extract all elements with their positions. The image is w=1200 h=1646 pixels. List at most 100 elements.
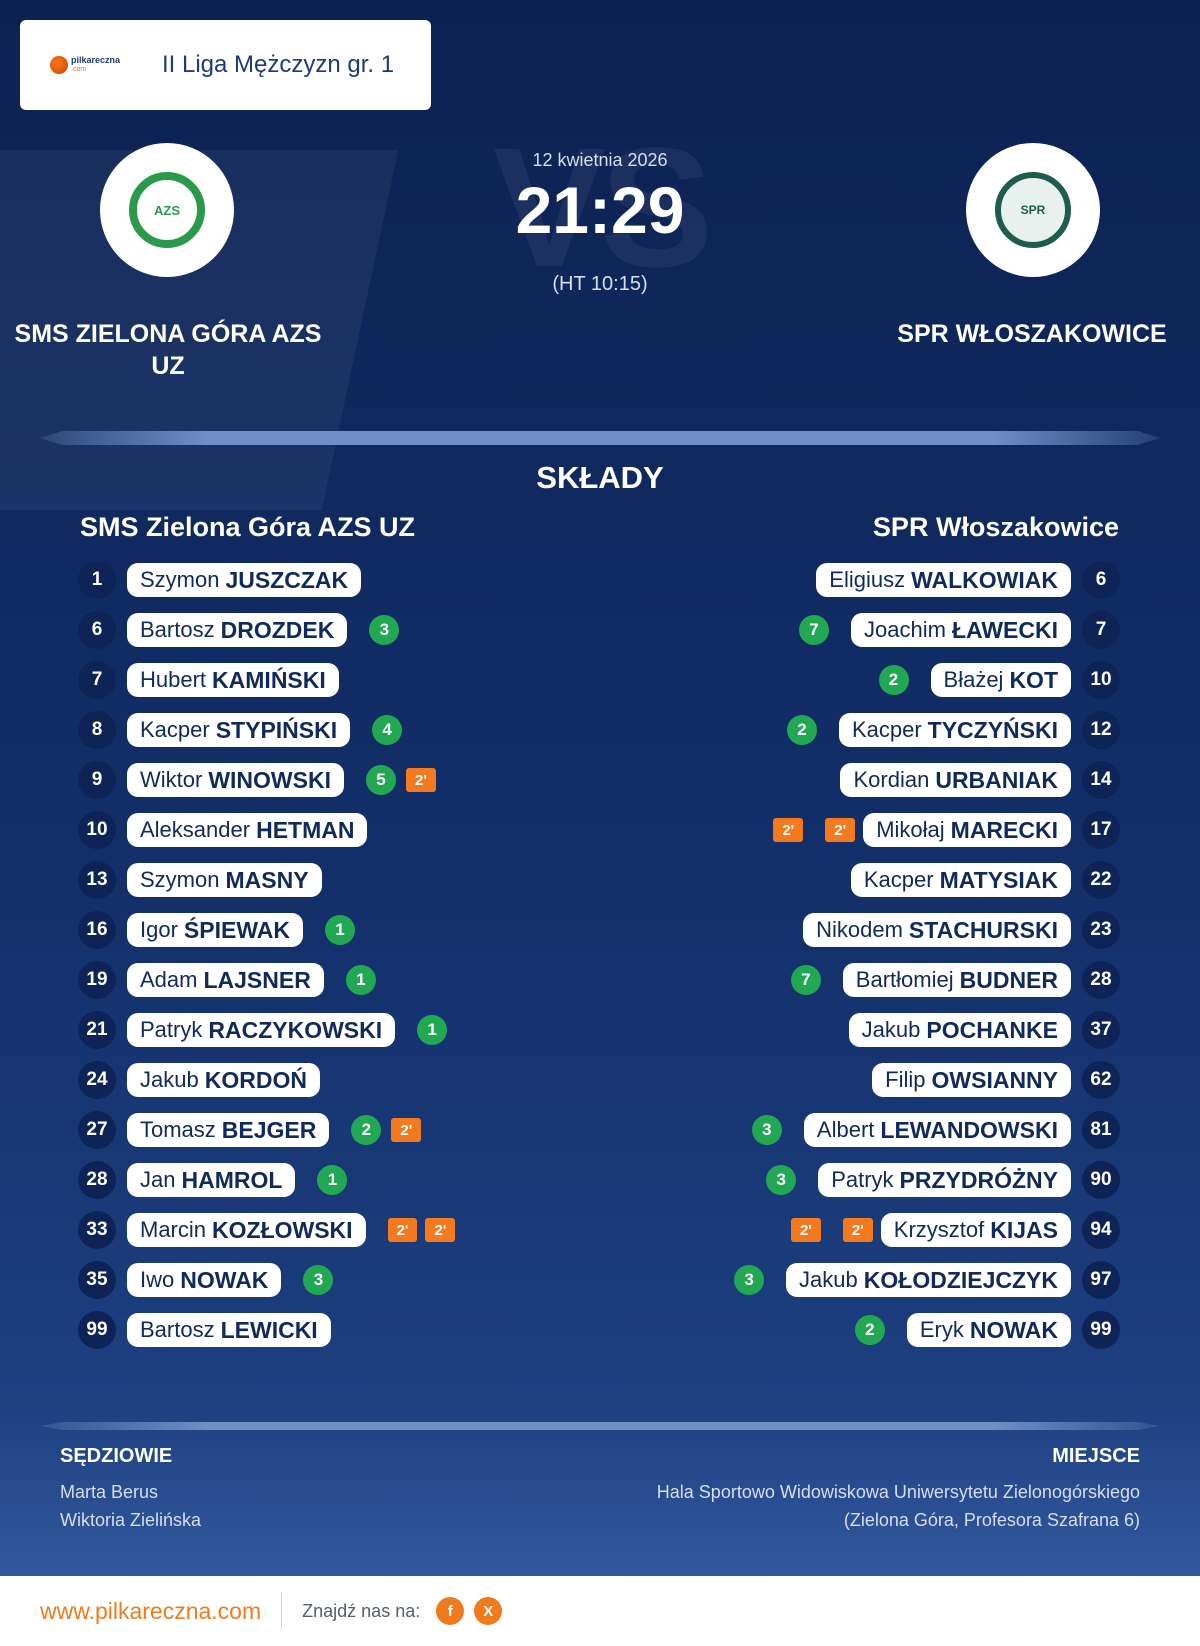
- player-first-name: Bartłomiej: [855, 967, 954, 992]
- player-last-name: OWSIANNY: [931, 1066, 1059, 1093]
- player-row: 7 Joachim ŁAWECKI 7: [560, 605, 1120, 655]
- away-lineup-title: SPR Włoszakowice: [872, 512, 1119, 542]
- player-last-name: TYCZYŃSKI: [927, 716, 1058, 743]
- player-last-name: HETMAN: [256, 816, 355, 843]
- player-name: Bartłomiej BUDNER: [842, 963, 1071, 997]
- goals-badge: 7: [799, 615, 830, 645]
- player-name: Jan HAMROL: [127, 1163, 296, 1197]
- referee-name: Marta Berus: [60, 1482, 159, 1502]
- home-lineup-title: SMS Zielona Góra AZS UZ: [80, 512, 416, 542]
- halftime-score: (HT 10:15): [552, 273, 648, 295]
- venue-address: (Zielona Góra, Profesora Szafrana 6): [843, 1510, 1140, 1530]
- player-number: 19: [78, 961, 116, 999]
- player-last-name: WINOWSKI: [208, 766, 331, 793]
- player-last-name: KOT: [1009, 666, 1058, 693]
- player-number: 33: [78, 1211, 116, 1249]
- player-last-name: NOWAK: [969, 1316, 1058, 1343]
- logo-suffix: .com: [71, 66, 87, 73]
- player-row: 2' 2' Mikołaj MARECKI 17: [560, 805, 1120, 855]
- player-first-name: Albert: [816, 1117, 875, 1142]
- player-first-name: Patryk: [831, 1167, 894, 1192]
- x-icon[interactable]: X: [474, 1597, 503, 1625]
- logo-name: pilkareczna: [71, 55, 121, 65]
- goals-badge: 2: [854, 1315, 885, 1345]
- player-name: Hubert KAMIŃSKI: [127, 663, 339, 697]
- goals-badge: 2: [878, 665, 909, 695]
- match-score: 21:29: [515, 173, 685, 247]
- facebook-icon[interactable]: f: [436, 1597, 465, 1625]
- player-name: Kacper TYCZYŃSKI: [838, 713, 1071, 747]
- player-name: Mikołaj MARECKI: [863, 813, 1071, 847]
- player-row: 2 Kacper TYCZYŃSKI 12: [560, 705, 1120, 755]
- player-row: 3 Albert LEWANDOWSKI 81: [560, 1105, 1120, 1155]
- player-name: Tomasz BEJGER: [127, 1113, 330, 1147]
- handball-icon: [50, 56, 68, 74]
- player-number: 7: [1082, 611, 1120, 649]
- site-logo[interactable]: pilkareczna .com: [50, 56, 140, 74]
- player-last-name: KOŁODZIEJCZYK: [863, 1266, 1058, 1293]
- player-name: Jakub KORDOŃ: [127, 1063, 320, 1097]
- player-number: 1: [78, 561, 116, 599]
- player-last-name: LAJSNER: [203, 966, 311, 993]
- player-row: 27 Tomasz BEJGER 2 2': [78, 1105, 638, 1155]
- goals-badge: 2: [786, 715, 817, 745]
- lineups-title: SKŁADY: [536, 460, 664, 495]
- player-row: 8 Kacper STYPIŃSKI 4: [78, 705, 638, 755]
- player-number: 12: [1082, 711, 1120, 749]
- league-title: II Liga Mężczyzn gr. 1: [162, 51, 395, 78]
- player-number: 13: [78, 861, 116, 899]
- player-last-name: URBANIAK: [935, 766, 1058, 793]
- player-name: Błażej KOT: [930, 663, 1071, 697]
- player-last-name: ŚPIEWAK: [183, 916, 290, 943]
- player-row: 10 Aleksander HETMAN: [78, 805, 638, 855]
- referees-label: SĘDZIOWIE: [60, 1445, 173, 1467]
- player-number: 81: [1082, 1111, 1120, 1149]
- site-link[interactable]: www.pilkareczna.com: [40, 1597, 262, 1624]
- goals-badge: 2: [351, 1115, 382, 1145]
- player-number: 27: [78, 1111, 116, 1149]
- player-name: Kacper MATYSIAK: [850, 863, 1071, 897]
- player-name: Joachim ŁAWECKI: [851, 613, 1071, 647]
- player-first-name: Patryk: [140, 1017, 203, 1042]
- player-row: 24 Jakub KORDOŃ: [78, 1055, 638, 1105]
- goals-badge: 3: [734, 1265, 765, 1295]
- player-row: 99 Bartosz LEWICKI: [78, 1305, 638, 1355]
- player-last-name: BEJGER: [221, 1116, 317, 1143]
- player-last-name: KOZŁOWSKI: [212, 1216, 353, 1243]
- player-first-name: Kordian: [853, 767, 930, 792]
- away-team-name: SPR WŁOSZAKOWICE: [897, 320, 1167, 348]
- player-row: 16 Igor ŚPIEWAK 1: [78, 905, 638, 955]
- player-first-name: Szymon: [140, 567, 220, 592]
- player-row: 7 Hubert KAMIŃSKI: [78, 655, 638, 705]
- player-last-name: HAMROL: [181, 1166, 283, 1193]
- player-last-name: LEWICKI: [220, 1316, 318, 1343]
- player-row: 2' 2' Krzysztof KIJAS 94: [560, 1205, 1120, 1255]
- suspension-badge: 2': [387, 1218, 418, 1242]
- player-name: Aleksander HETMAN: [127, 813, 368, 847]
- player-last-name: PRZYDRÓŻNY: [899, 1166, 1058, 1193]
- player-number: 23: [1082, 911, 1120, 949]
- player-number: 24: [78, 1061, 116, 1099]
- player-row: 2 Eryk NOWAK 99: [560, 1305, 1120, 1355]
- player-number: 10: [78, 811, 116, 849]
- league-header: pilkareczna .com II Liga Mężczyzn gr. 1: [20, 20, 431, 110]
- goals-badge: 7: [790, 965, 821, 995]
- player-row: 1 Szymon JUSZCZAK: [78, 555, 638, 605]
- suspension-badge: 2': [405, 768, 436, 792]
- player-row: Kacper MATYSIAK 22: [560, 855, 1120, 905]
- referee-name: Wiktoria Zielińska: [60, 1510, 202, 1530]
- player-first-name: Jakub: [140, 1067, 199, 1092]
- player-number: 94: [1082, 1211, 1120, 1249]
- player-row: 7 Bartłomiej BUDNER 28: [560, 955, 1120, 1005]
- player-last-name: POCHANKE: [926, 1016, 1058, 1043]
- player-first-name: Mikołaj: [876, 817, 945, 842]
- player-first-name: Szymon: [140, 867, 220, 892]
- home-team-logo: AZS: [100, 143, 234, 277]
- player-row: 3 Jakub KOŁODZIEJCZYK 97: [560, 1255, 1120, 1305]
- player-number: 62: [1082, 1061, 1120, 1099]
- player-last-name: NOWAK: [180, 1266, 269, 1293]
- player-last-name: MASNY: [225, 866, 309, 893]
- goals-badge: 3: [369, 615, 400, 645]
- player-last-name: KAMIŃSKI: [212, 666, 326, 693]
- player-number: 17: [1082, 811, 1120, 849]
